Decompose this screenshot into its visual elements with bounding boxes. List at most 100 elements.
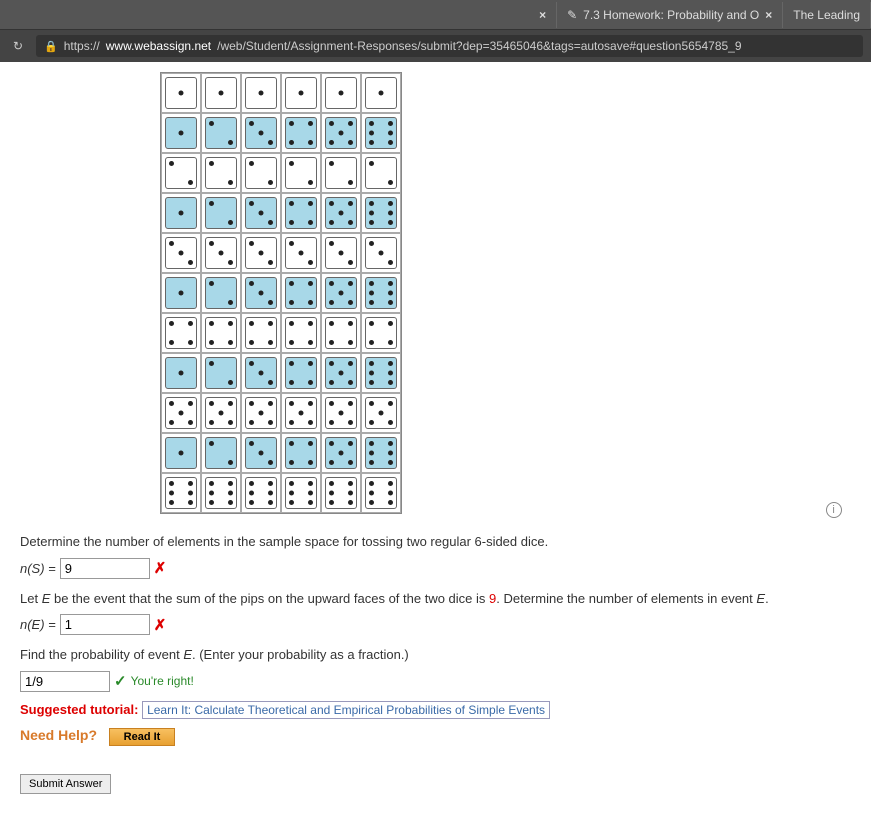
dice-cell xyxy=(241,433,281,473)
right-text: You're right! xyxy=(131,674,194,688)
dice-cell xyxy=(241,273,281,313)
read-it-button[interactable]: Read It xyxy=(109,728,176,746)
dice-cell xyxy=(321,113,361,153)
dice-cell xyxy=(361,473,401,513)
dice-cell xyxy=(321,473,361,513)
q1-label: n(S) = xyxy=(20,561,56,576)
dice-cell xyxy=(241,233,281,273)
tab-favicon: ✎ xyxy=(567,8,577,22)
lock-icon: 🔒 xyxy=(44,40,58,53)
dice-cell xyxy=(281,233,321,273)
dice-cell xyxy=(241,153,281,193)
dice-cell xyxy=(241,73,281,113)
dice-cell xyxy=(281,273,321,313)
page-content: i Determine the number of elements in th… xyxy=(0,62,871,814)
tab-title: 7.3 Homework: Probability and O xyxy=(583,8,759,22)
dice-cell xyxy=(281,473,321,513)
q2-label: n(E) = xyxy=(20,617,56,632)
dice-cell xyxy=(201,193,241,233)
dice-cell xyxy=(321,353,361,393)
dice-cell xyxy=(201,353,241,393)
url-prefix: https:// xyxy=(64,39,100,53)
q1-answer: n(S) = ✗ xyxy=(20,558,851,579)
dice-cell xyxy=(241,353,281,393)
dice-cell xyxy=(321,153,361,193)
dice-cell xyxy=(161,393,201,433)
wrong-icon: ✗ xyxy=(154,559,167,577)
q2-input[interactable] xyxy=(60,614,150,635)
dice-cell xyxy=(361,393,401,433)
dice-cell xyxy=(201,273,241,313)
dice-cell xyxy=(281,433,321,473)
dice-cell xyxy=(281,313,321,353)
dice-cell xyxy=(361,153,401,193)
dice-cell xyxy=(281,353,321,393)
dice-cell xyxy=(161,473,201,513)
tab-close-prev[interactable]: × xyxy=(529,2,557,28)
q1-input[interactable] xyxy=(60,558,150,579)
need-help: Need Help? Read It xyxy=(20,727,851,746)
q3-answer: ✓ You're right! xyxy=(20,671,851,692)
url-path: /web/Student/Assignment-Responses/submit… xyxy=(217,39,741,53)
dice-cell xyxy=(361,113,401,153)
dice-cell xyxy=(161,153,201,193)
url-box[interactable]: 🔒 https:// www.webassign.net/web/Student/… xyxy=(36,35,863,57)
url-host: www.webassign.net xyxy=(106,39,211,53)
dice-cell xyxy=(321,233,361,273)
info-icon[interactable]: i xyxy=(826,502,842,518)
dice-cell xyxy=(241,313,281,353)
q3-text: Find the probability of event E. (Enter … xyxy=(20,645,851,665)
dice-cell xyxy=(281,113,321,153)
tutorial-link[interactable]: Learn It: Calculate Theoretical and Empi… xyxy=(142,701,550,719)
dice-cell xyxy=(201,473,241,513)
dice-cell xyxy=(161,233,201,273)
dice-cell xyxy=(241,193,281,233)
dice-cell xyxy=(161,73,201,113)
dice-cell xyxy=(161,353,201,393)
dice-cell xyxy=(161,433,201,473)
dice-cell xyxy=(161,313,201,353)
dice-cell xyxy=(281,193,321,233)
q3-input[interactable] xyxy=(20,671,110,692)
dice-cell xyxy=(241,393,281,433)
q2-text: Let E be the event that the sum of the p… xyxy=(20,589,851,609)
dice-cell xyxy=(281,393,321,433)
dice-cell xyxy=(361,313,401,353)
browser-tab-bar: × ✎ 7.3 Homework: Probability and O × Th… xyxy=(0,0,871,30)
dice-cell xyxy=(361,353,401,393)
suggested-tutorial: Suggested tutorial: Learn It: Calculate … xyxy=(20,702,851,717)
dice-cell xyxy=(241,473,281,513)
need-help-label: Need Help? xyxy=(20,727,97,743)
dice-cell xyxy=(321,193,361,233)
dice-cell xyxy=(201,113,241,153)
dice-cell xyxy=(361,73,401,113)
dice-cell xyxy=(281,73,321,113)
dice-cell xyxy=(201,313,241,353)
dice-cell xyxy=(361,273,401,313)
dice-cell xyxy=(361,433,401,473)
reload-icon[interactable]: ↻ xyxy=(8,36,28,56)
submit-answer-button[interactable]: Submit Answer xyxy=(20,774,111,794)
dice-cell xyxy=(201,73,241,113)
dice-cell xyxy=(161,273,201,313)
tab-active[interactable]: ✎ 7.3 Homework: Probability and O × xyxy=(557,2,783,28)
dice-cell xyxy=(361,233,401,273)
dice-cell xyxy=(321,393,361,433)
dice-grid xyxy=(160,72,402,514)
dice-cell xyxy=(201,393,241,433)
tab-title: The Leading xyxy=(793,8,860,22)
dice-cell xyxy=(161,113,201,153)
dice-cell xyxy=(321,273,361,313)
tab-other[interactable]: The Leading xyxy=(783,2,871,28)
dice-cell xyxy=(321,73,361,113)
dice-cell xyxy=(201,233,241,273)
q2-answer: n(E) = ✗ xyxy=(20,614,851,635)
dice-cell xyxy=(241,113,281,153)
dice-cell xyxy=(321,433,361,473)
close-icon[interactable]: × xyxy=(765,8,772,22)
dice-cell xyxy=(281,153,321,193)
dice-cell xyxy=(321,313,361,353)
dice-cell xyxy=(361,193,401,233)
wrong-icon: ✗ xyxy=(154,616,167,634)
right-icon: ✓ xyxy=(114,672,127,690)
